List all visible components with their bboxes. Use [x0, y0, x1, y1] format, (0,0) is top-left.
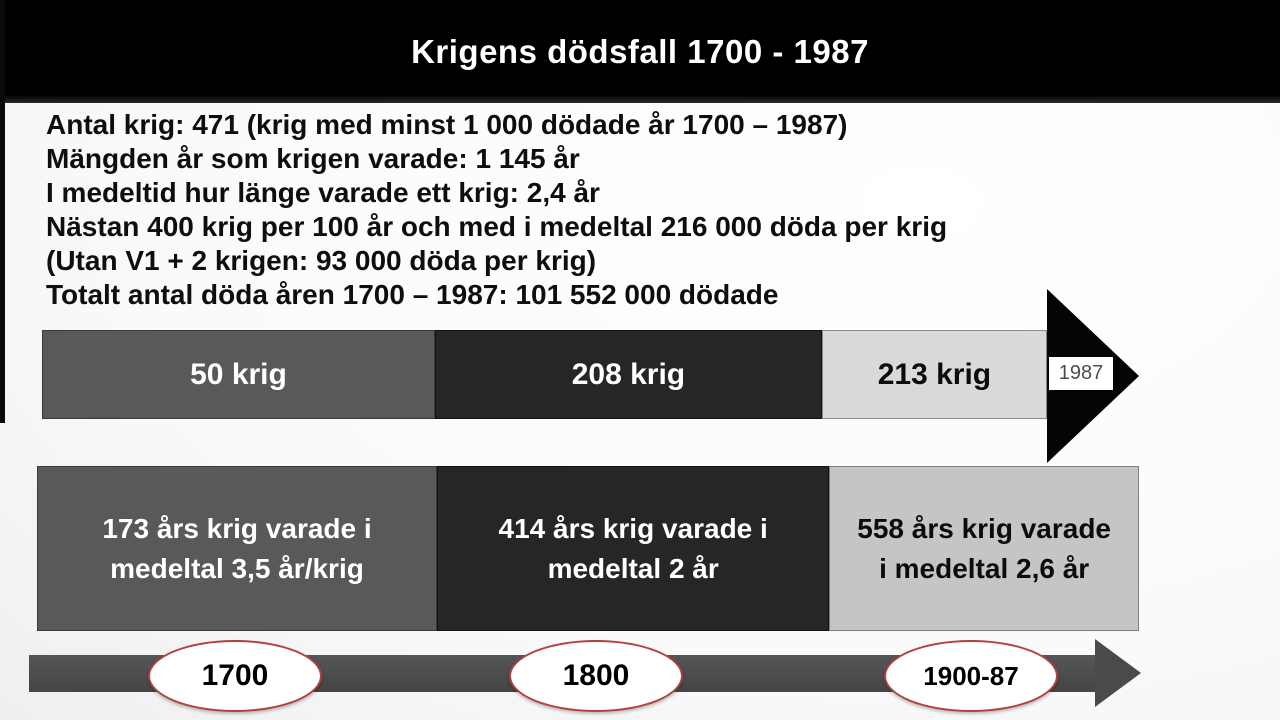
stat-line: Totalt antal döda åren 1700 – 1987: 101 … — [46, 279, 779, 310]
wars-segment-1700s: 50 krig — [42, 330, 435, 419]
wars-count-bar: 50 krig 208 krig 213 krig — [42, 330, 1047, 419]
timeline-arrowhead-icon — [1095, 639, 1141, 707]
war-years-segment-1900s: 558 års krig varade i medeltal 2,6 år — [829, 466, 1139, 631]
war-years-segment-1700s: 173 års krig varade i medeltal 3,5 år/kr… — [37, 466, 438, 631]
war-years-line: 558 års krig varade — [857, 512, 1112, 544]
timeline-marker-label: 1700 — [201, 659, 269, 692]
timeline-marker-1800: 1800 — [509, 640, 683, 712]
end-year-badge: 1987 — [1049, 357, 1113, 390]
stat-line: Mängden år som krigen varade: 1 145 år — [46, 143, 580, 174]
stat-line: Nästan 400 krig per 100 år och med i med… — [46, 211, 948, 242]
war-years-line: medeltal 2 år — [547, 552, 719, 584]
war-years-segment-1800s: 414 års krig varade i medeltal 2 år — [437, 466, 830, 631]
stat-line: Antal krig: 471 (krig med minst 1 000 dö… — [46, 109, 848, 140]
left-edge-accent — [0, 0, 5, 423]
wars-segment-1800s: 208 krig — [434, 330, 822, 419]
wars-segment-label: 50 krig — [190, 357, 287, 391]
war-years-line: i medeltal 2,6 år — [879, 552, 1090, 584]
wars-segment-1900s: 213 krig — [821, 330, 1047, 419]
war-years-bar: 173 års krig varade i medeltal 3,5 år/kr… — [37, 466, 1139, 631]
timeline-marker-1700: 1700 — [148, 640, 322, 712]
stat-line: (Utan V1 + 2 krigen: 93 000 döda per kri… — [46, 245, 597, 276]
wars-segment-label: 208 krig — [571, 357, 686, 391]
timeline-marker-label: 1800 — [562, 659, 630, 692]
wars-segment-label: 213 krig — [877, 357, 992, 391]
war-years-line: 414 års krig varade i — [498, 512, 768, 544]
end-year-label: 1987 — [1058, 362, 1104, 384]
page-title: Krigens dödsfall 1700 - 1987 — [411, 32, 869, 70]
war-years-line: 173 års krig varade i — [102, 512, 372, 544]
stat-line: I medeltid hur länge varade ett krig: 2,… — [46, 177, 600, 208]
statistics-text-block: Antal krig: 471 (krig med minst 1 000 dö… — [46, 108, 1236, 312]
timeline-marker-label: 1900-87 — [923, 660, 1019, 691]
war-years-line: medeltal 3,5 år/krig — [110, 552, 364, 584]
title-bar: Krigens dödsfall 1700 - 1987 — [0, 0, 1280, 103]
timeline-marker-1900-87: 1900-87 — [884, 640, 1058, 712]
